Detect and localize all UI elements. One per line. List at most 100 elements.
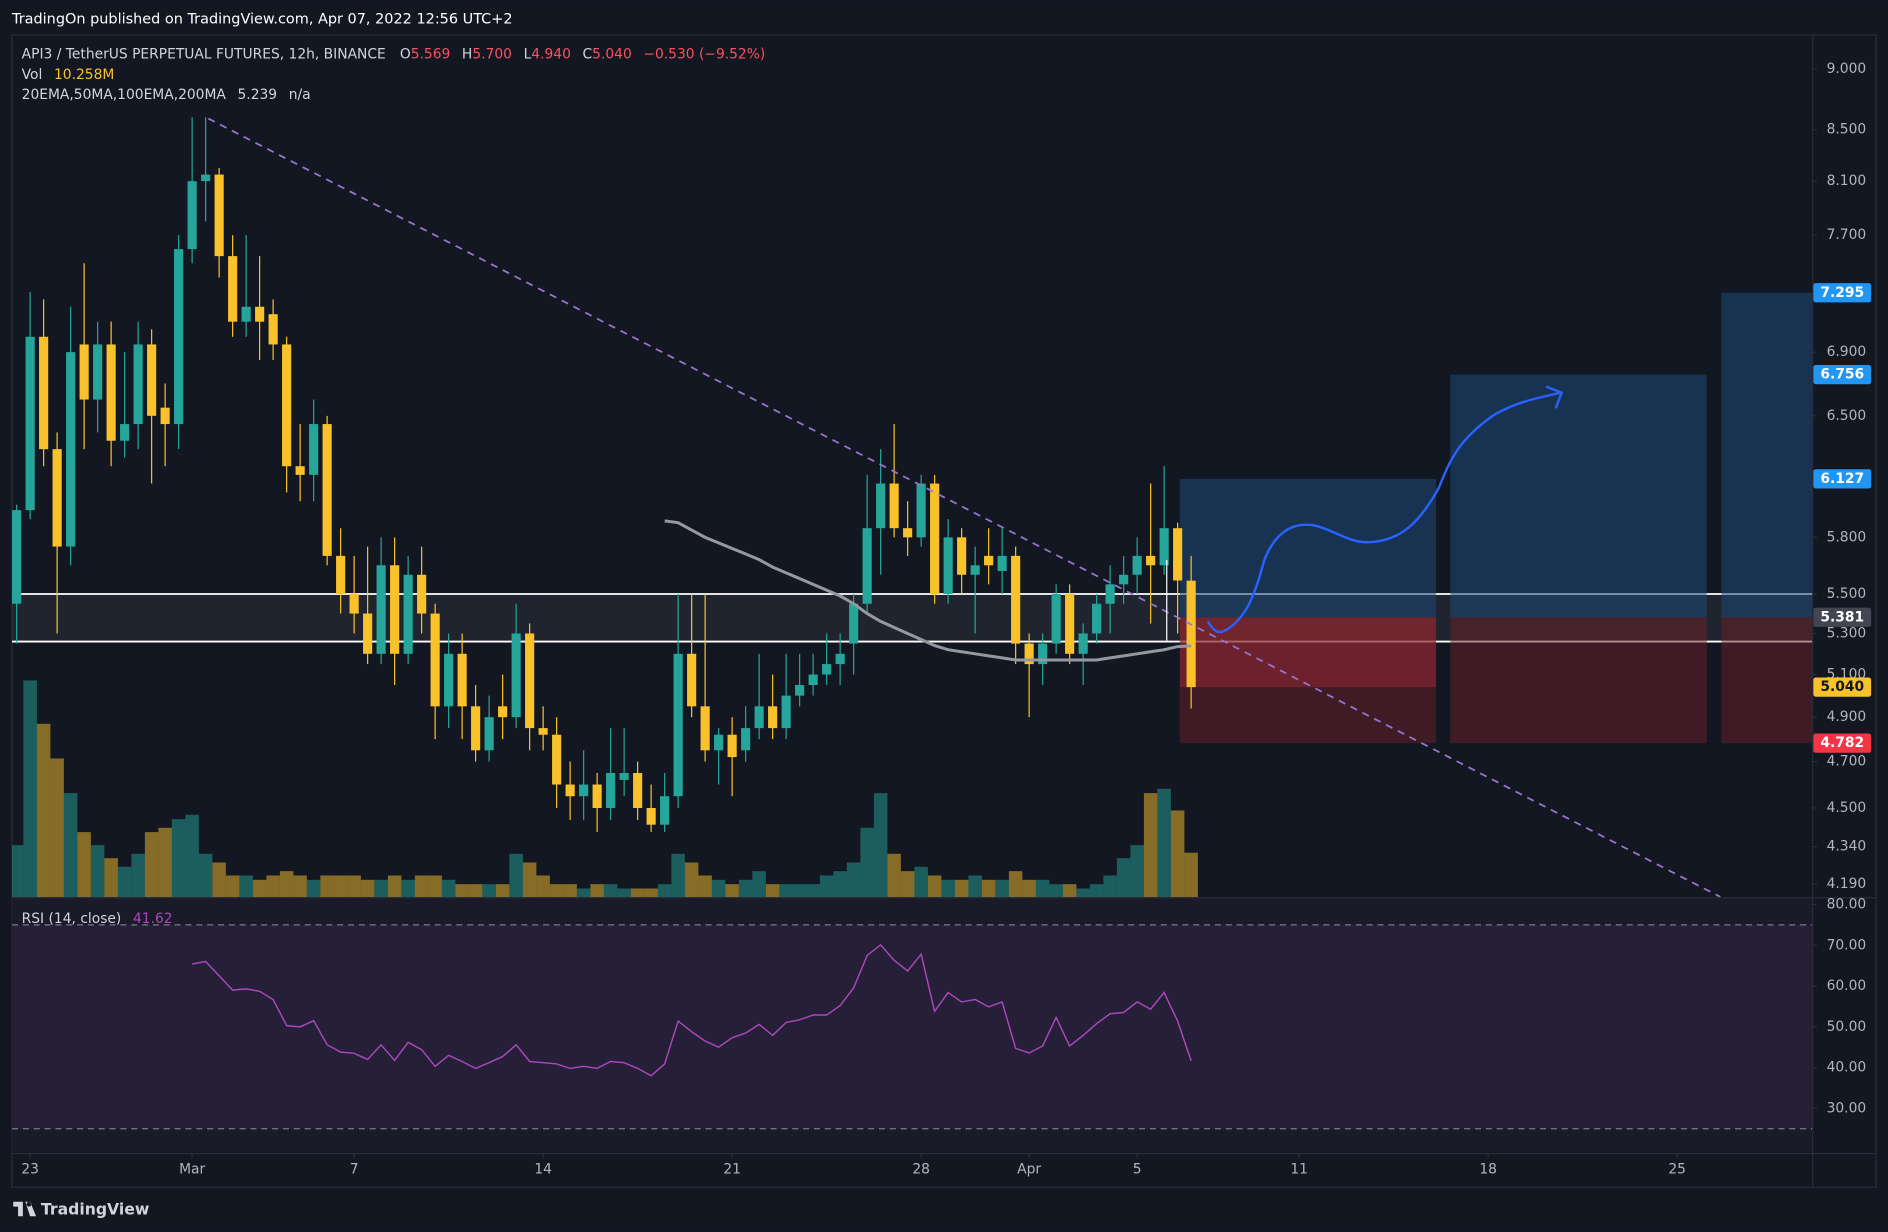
ma-na: n/a [289, 87, 311, 103]
ohlc-value: 5.700 [472, 46, 512, 62]
candle-body [768, 706, 778, 729]
candle-body [160, 407, 170, 425]
candle-body [673, 653, 683, 797]
candle-body [444, 653, 454, 707]
candle-body [862, 528, 872, 604]
candle-body [808, 674, 818, 686]
x-tick-label: Mar [179, 1161, 205, 1177]
volume-bar [1076, 888, 1090, 898]
volume-bar [252, 879, 267, 898]
volume-bar [63, 793, 78, 898]
legend-rsi: RSI (14, close) 41.62 [22, 911, 173, 927]
y-tick-label: 8.100 [1827, 173, 1867, 189]
candle-body [741, 728, 751, 751]
candle-body [646, 807, 656, 825]
x-tick-label: 14 [534, 1161, 552, 1177]
price-badge-label: 7.295 [1820, 285, 1864, 301]
candle-body [619, 773, 629, 780]
candle-body [660, 796, 670, 825]
x-tick-label: 7 [350, 1161, 359, 1177]
price-badge [1813, 469, 1872, 489]
candle-body [403, 574, 413, 654]
volume-bar [995, 879, 1009, 898]
y-tick-label: 4.190 [1827, 876, 1867, 892]
trendline [207, 117, 1721, 898]
volume-bar [1116, 858, 1131, 898]
candle-body [52, 449, 62, 547]
chart-frame [11, 34, 1877, 1188]
volume-bar [765, 884, 780, 898]
legend-ma: 20EMA,50MA,100EMA,200MA 5.239 n/a [22, 87, 311, 103]
candle-body [1119, 574, 1129, 585]
position-target [1179, 478, 1437, 618]
ma-line [664, 519, 1192, 662]
volume-bar [266, 875, 280, 898]
footer-logo [13, 1201, 37, 1217]
rsi-tick-label: 70.00 [1827, 937, 1867, 953]
candle-body [1038, 643, 1048, 665]
candle-body [970, 565, 980, 575]
candle-body [417, 574, 427, 614]
volume-bar [1143, 793, 1158, 898]
candle-body [795, 685, 805, 696]
y-tick-label: 6.500 [1827, 408, 1867, 424]
volume-bar [603, 884, 618, 898]
price-badge [1813, 283, 1872, 303]
rsi-line [192, 943, 1192, 1077]
volume-bar [225, 875, 240, 898]
rsi-tick-label: 30.00 [1827, 1100, 1867, 1116]
volume-bar [117, 866, 132, 898]
volume-bar [455, 884, 469, 898]
candle-body [916, 483, 926, 538]
candle-body [606, 773, 616, 808]
footer-brand: TradingView [41, 1200, 149, 1219]
price-badge [1813, 677, 1872, 697]
volume-name: Vol [22, 67, 43, 83]
volume-bar [104, 858, 118, 898]
candle-body [849, 603, 859, 644]
volume-bar [914, 866, 928, 898]
candle-body [255, 306, 265, 322]
volume-bar [779, 884, 793, 898]
y-tick-label: 9.000 [1827, 61, 1867, 77]
volume-bar [711, 879, 726, 898]
candle-body [295, 466, 305, 475]
volume-bar [306, 879, 321, 898]
y-tick-label: 4.900 [1827, 709, 1867, 725]
position-target [1450, 374, 1707, 618]
volume-bar [414, 875, 429, 898]
x-tick-label: 25 [1668, 1161, 1686, 1177]
x-tick-label: 5 [1133, 1161, 1142, 1177]
candle-body [12, 510, 22, 604]
candle-body [592, 784, 602, 808]
candle-body [214, 174, 224, 257]
candle-body [322, 424, 332, 556]
volume-bar [50, 758, 64, 898]
candle-body [714, 734, 724, 751]
x-tick-label: 11 [1290, 1161, 1308, 1177]
price-badge-label: 4.782 [1820, 735, 1864, 751]
volume-bar [509, 853, 523, 898]
candle-body [39, 336, 49, 450]
volume-bar [549, 884, 564, 898]
candle-body [538, 728, 548, 735]
volume-bar [1008, 871, 1023, 898]
candle-body [579, 784, 589, 797]
projection [1166, 385, 1564, 641]
position-open-loss [1179, 617, 1437, 688]
rsi-pane [12, 898, 1813, 1153]
candle-body [25, 336, 35, 511]
rsi-tick-label: 50.00 [1827, 1019, 1867, 1035]
candle-body [133, 344, 143, 425]
candle-body [147, 344, 157, 416]
volume-bar [360, 879, 375, 898]
price-badge-label: 5.381 [1820, 609, 1864, 625]
volume-bar [981, 879, 996, 898]
volume-bar [968, 875, 982, 898]
volume-bar [846, 862, 861, 898]
ohlc-key: C [583, 46, 593, 62]
volume-bar [792, 884, 807, 898]
volume-bar [131, 853, 145, 898]
volume-bar [684, 862, 699, 898]
